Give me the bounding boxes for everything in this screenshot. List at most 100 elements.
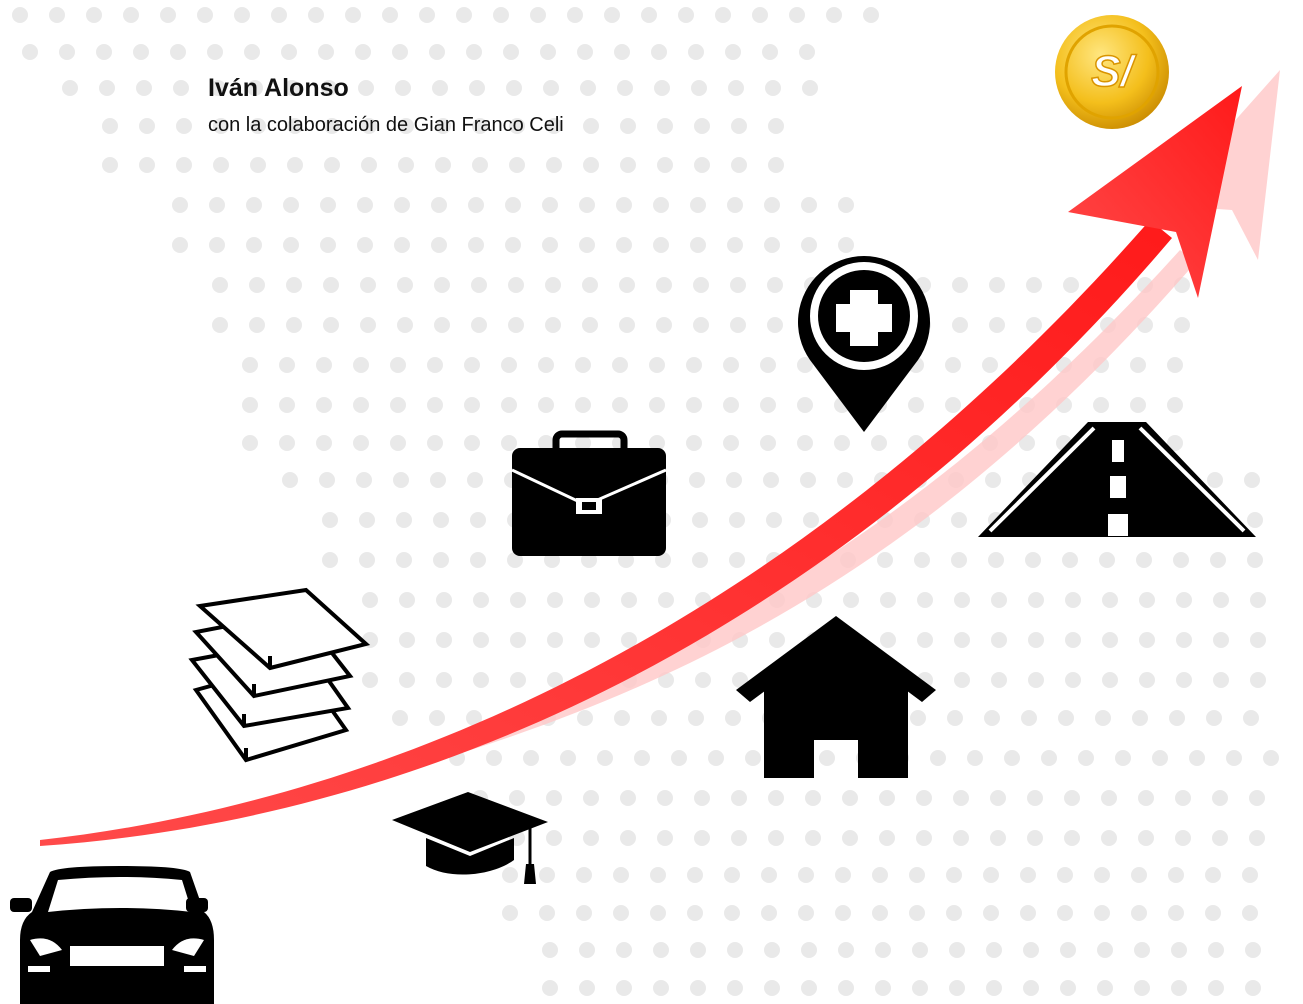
dot (320, 237, 336, 253)
dot (690, 942, 706, 958)
dot (917, 592, 933, 608)
dot (432, 80, 448, 96)
dot (952, 317, 968, 333)
dot (1152, 750, 1168, 766)
dot (723, 435, 739, 451)
dot (399, 672, 415, 688)
dot (539, 905, 555, 921)
dot (362, 592, 378, 608)
dot (1174, 317, 1190, 333)
dot (690, 237, 706, 253)
dot (872, 905, 888, 921)
dot (546, 830, 562, 846)
dot (930, 750, 946, 766)
dot (767, 277, 783, 293)
dot (835, 867, 851, 883)
dot (727, 197, 743, 213)
dot (319, 472, 335, 488)
dot (731, 157, 747, 173)
dot (620, 118, 636, 134)
dot (653, 980, 669, 996)
dot (1138, 790, 1154, 806)
dot (362, 672, 378, 688)
dot (1212, 790, 1228, 806)
dot (985, 472, 1001, 488)
dot (912, 942, 928, 958)
dot (693, 277, 709, 293)
dot (797, 397, 813, 413)
dot (435, 157, 451, 173)
dot (1130, 357, 1146, 373)
dot (505, 197, 521, 213)
dot (396, 552, 412, 568)
dot (242, 397, 258, 413)
dot (613, 867, 629, 883)
dot (473, 632, 489, 648)
dot (434, 277, 450, 293)
dot (1132, 710, 1148, 726)
dot (764, 197, 780, 213)
dot (880, 592, 896, 608)
dot (542, 942, 558, 958)
dot (799, 44, 815, 60)
dot (1242, 867, 1258, 883)
dot (951, 512, 967, 528)
dot (879, 830, 895, 846)
dot (1028, 632, 1044, 648)
dot (279, 397, 295, 413)
dot (433, 512, 449, 528)
dot (486, 750, 502, 766)
dot (805, 830, 821, 846)
dot (560, 750, 576, 766)
dot (1131, 867, 1147, 883)
dot (1023, 980, 1039, 996)
dot (123, 7, 139, 23)
dot (390, 435, 406, 451)
coin-symbol: S/ (1091, 47, 1137, 96)
dot (471, 277, 487, 293)
dot (471, 317, 487, 333)
dot (468, 197, 484, 213)
dot (212, 317, 228, 333)
dot (209, 197, 225, 213)
dot (986, 942, 1002, 958)
dot (1189, 750, 1205, 766)
dot (656, 317, 672, 333)
dot (947, 710, 963, 726)
dot (1243, 710, 1259, 726)
dot (880, 632, 896, 648)
dot (619, 317, 635, 333)
dot (577, 44, 593, 60)
dot (954, 592, 970, 608)
dot (176, 157, 192, 173)
dot (390, 397, 406, 413)
dot (1176, 672, 1192, 688)
dot (838, 197, 854, 213)
dot (545, 317, 561, 333)
dot (1244, 472, 1260, 488)
dot (914, 552, 930, 568)
dot (917, 632, 933, 648)
dot (530, 7, 546, 23)
dot (649, 357, 665, 373)
dot (800, 472, 816, 488)
dot (908, 397, 924, 413)
dot (912, 980, 928, 996)
dot (430, 472, 446, 488)
dot (1130, 397, 1146, 413)
dot (506, 80, 522, 96)
dot (539, 867, 555, 883)
dot (838, 980, 854, 996)
dot (616, 980, 632, 996)
dot (279, 435, 295, 451)
dot (724, 867, 740, 883)
dot (1063, 277, 1079, 293)
dot (1136, 552, 1152, 568)
dot (582, 277, 598, 293)
dot (1171, 980, 1187, 996)
dot (394, 237, 410, 253)
dot (197, 7, 213, 23)
dot (547, 592, 563, 608)
dot (687, 867, 703, 883)
dot (982, 357, 998, 373)
